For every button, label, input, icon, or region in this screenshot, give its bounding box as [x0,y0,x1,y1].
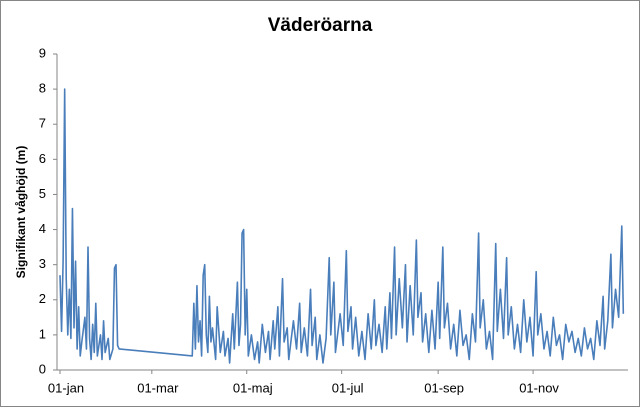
x-tick-label: 01-nov [519,380,559,395]
y-tick-label: 9 [39,45,46,60]
x-tick-label: 01-mar [137,380,179,395]
y-tick-label: 1 [39,326,46,341]
y-tick-label: 5 [39,186,46,201]
x-tick-label: 01-jan [48,380,84,395]
x-tick-label: 01-sep [424,380,464,395]
data-line [59,88,625,364]
x-tick-label: 01-jul [332,380,364,395]
chart-title: Väderöarna [268,15,373,36]
y-tick-label: 8 [39,81,46,96]
y-axis-label: Signifikant våghöjd (m) [14,146,28,279]
y-tick-label: 3 [39,256,46,271]
y-tick-label: 2 [39,291,46,306]
y-tick-label: 0 [39,361,46,376]
y-tick-label: 7 [39,116,46,131]
x-tick-label: 01-maj [233,380,273,395]
y-tick-label: 6 [39,151,46,166]
y-tick-label: 4 [39,221,46,236]
